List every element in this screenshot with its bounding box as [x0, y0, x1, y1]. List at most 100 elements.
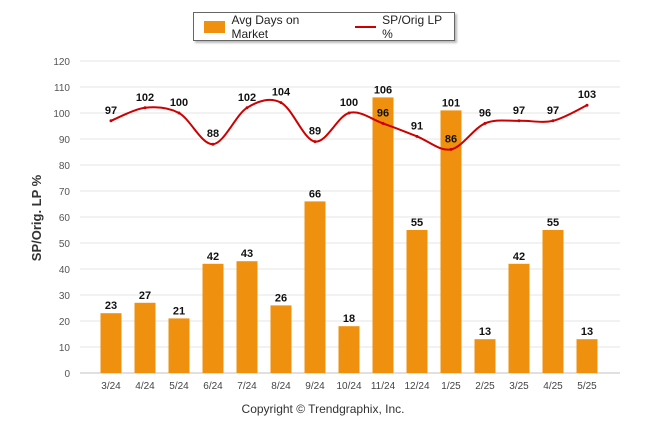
- bar: [168, 318, 190, 373]
- legend-bar-label: Avg Days on Market: [231, 12, 300, 41]
- line-point: [211, 142, 215, 146]
- x-tick-label: 1/25: [441, 381, 461, 392]
- y-tick-label: 120: [53, 57, 70, 68]
- bar: [372, 97, 394, 374]
- line-point: [415, 134, 419, 138]
- x-tick-label: 7/24: [237, 381, 257, 392]
- line-value-label: 97: [513, 105, 525, 117]
- y-tick-labels: 0 10 20 30 40 50 60 70 80 90 100 110 120: [53, 57, 70, 380]
- bar-value-label: 55: [411, 217, 423, 229]
- bar-value-label: 13: [479, 326, 491, 338]
- line-point: [449, 147, 453, 151]
- bar: [474, 339, 496, 373]
- x-tick-label: 8/24: [271, 381, 291, 392]
- x-tick-label: 9/24: [305, 381, 325, 392]
- line-value-label: 102: [238, 92, 256, 104]
- bar-value-label: 43: [241, 248, 253, 260]
- bar-data-labels: 23 27 21 42 43 26 66 18 106 55 101 13 42 55 13: [105, 84, 593, 338]
- legend: Avg Days on Market SP/Orig LP %: [193, 12, 455, 41]
- x-tick-label: 3/25: [509, 381, 529, 392]
- y-tick-label: 30: [59, 291, 71, 302]
- y-axis-label: SP/Orig. LP %: [29, 174, 44, 261]
- legend-line-swatch: [354, 25, 377, 28]
- bar: [100, 313, 122, 373]
- bar: [304, 201, 326, 373]
- y-tick-label: 60: [59, 213, 71, 224]
- legend-line-label: SP/Orig LP %: [382, 12, 442, 41]
- line-point: [585, 103, 589, 107]
- line-value-label: 103: [578, 89, 596, 101]
- bar: [508, 263, 530, 373]
- line-value-label: 96: [377, 107, 389, 119]
- line-point: [109, 119, 113, 123]
- line-value-label: 97: [547, 105, 559, 117]
- y-tick-label: 110: [54, 83, 70, 94]
- bar: [576, 339, 598, 373]
- y-tick-label: 20: [59, 317, 71, 328]
- line-data-labels: 97 102 100 88 102 104 89 100 96 91 86 96 97 97 103: [105, 87, 596, 146]
- bar-value-label: 42: [207, 251, 219, 263]
- y-tick-label: 0: [64, 369, 70, 380]
- line-point: [177, 111, 181, 115]
- legend-item-line[interactable]: SP/Orig LP %: [347, 13, 454, 41]
- bar: [440, 110, 462, 374]
- bar-value-label: 42: [513, 251, 525, 263]
- x-tick-labels: 3/24 4/24 5/24 6/24 7/24 8/24 9/24 10/24 11/24 12…: [101, 381, 597, 392]
- bar-value-label: 26: [275, 292, 287, 304]
- line-value-label: 86: [445, 133, 457, 145]
- x-tick-label: 10/24: [336, 381, 361, 392]
- bar-value-label: 18: [343, 313, 355, 325]
- x-tick-label: 6/24: [203, 381, 223, 392]
- x-tick-label: 5/25: [577, 381, 597, 392]
- x-tick-label: 4/25: [543, 381, 563, 392]
- bar: [236, 261, 258, 373]
- bar: [134, 302, 156, 373]
- legend-bar-swatch: [204, 20, 226, 33]
- x-tick-label: 2/25: [475, 381, 495, 392]
- bar: [270, 305, 292, 373]
- legend-item-bar[interactable]: Avg Days on Market: [204, 13, 337, 41]
- bar-value-label: 106: [374, 84, 392, 96]
- bar: [406, 230, 428, 373]
- line-value-label: 97: [105, 105, 117, 117]
- bar-value-label: 101: [442, 97, 460, 109]
- bar: [338, 326, 360, 373]
- line-value-label: 96: [479, 107, 491, 119]
- line-point: [551, 119, 555, 123]
- line-point: [313, 140, 317, 144]
- line-point: [381, 121, 385, 125]
- line-value-label: 100: [340, 97, 358, 109]
- line-point: [347, 111, 351, 115]
- bar-value-label: 21: [173, 305, 185, 317]
- line-value-label: 88: [207, 128, 219, 140]
- y-tick-label: 10: [59, 343, 71, 354]
- y-tick-label: 100: [53, 109, 70, 120]
- line-point: [517, 119, 521, 123]
- bar-series: [100, 97, 598, 374]
- bar-value-label: 27: [139, 290, 151, 302]
- x-tick-label: 12/24: [404, 381, 429, 392]
- y-tick-label: 90: [59, 135, 71, 146]
- y-tick-label: 70: [59, 187, 71, 198]
- line-value-label: 91: [411, 120, 423, 132]
- x-tick-label: 5/24: [169, 381, 189, 392]
- y-tick-label: 40: [59, 265, 71, 276]
- line-value-label: 89: [309, 126, 321, 138]
- line-value-label: 102: [136, 92, 154, 104]
- bar: [542, 230, 564, 373]
- y-tick-label: 50: [59, 239, 71, 250]
- line-point: [483, 121, 487, 125]
- line-series: [109, 98, 589, 151]
- line-point: [245, 106, 249, 110]
- line-value-label: 100: [170, 97, 188, 109]
- line-point: [279, 101, 283, 105]
- x-tick-label: 11/24: [371, 381, 396, 392]
- bar-value-label: 55: [547, 217, 559, 229]
- line-value-label: 104: [272, 87, 291, 99]
- x-tick-label: 3/24: [101, 381, 121, 392]
- x-tick-label: 4/24: [135, 381, 155, 392]
- bar-value-label: 66: [309, 188, 321, 200]
- line-point: [143, 106, 147, 110]
- copyright-text: Copyright © Trendgraphix, Inc.: [241, 402, 405, 416]
